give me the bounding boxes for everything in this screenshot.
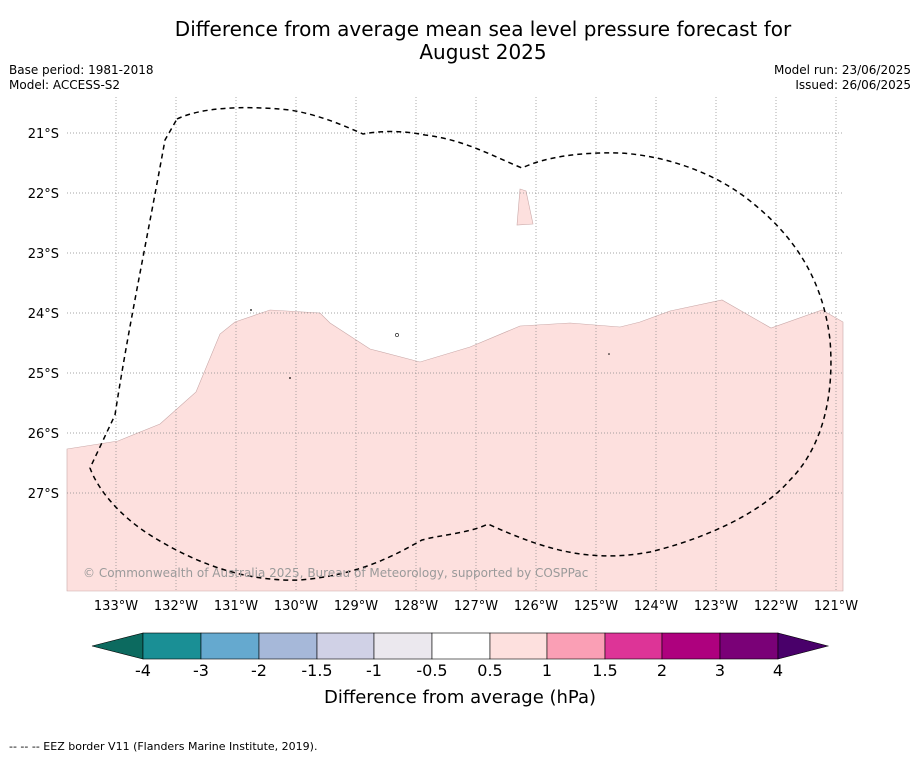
title-line-2: August 2025 — [419, 40, 547, 64]
issued-date: Issued: 26/06/2025 — [795, 78, 911, 92]
longitude-labels: 133°W 132°W 131°W 130°W 129°W 128°W 127°… — [94, 599, 858, 614]
colorbar-tick: 0.5 — [477, 661, 502, 680]
island-marker — [250, 309, 252, 311]
model-run: Model run: 23/06/2025 — [773, 63, 911, 77]
colorbar-tick: 4 — [773, 661, 783, 680]
colorbar-segment — [604, 632, 663, 660]
colorbar-tick: -2 — [251, 661, 267, 680]
colorbar-segment — [200, 632, 260, 660]
colorbar-segment — [373, 632, 433, 660]
lon-label: 122°W — [754, 599, 798, 614]
colorbar-segment — [142, 632, 202, 660]
lon-label: 132°W — [154, 599, 198, 614]
colorbar-segment — [719, 632, 779, 660]
lon-label: 124°W — [634, 599, 678, 614]
latitude-labels: 21°S 22°S 23°S 24°S 25°S 26°S 27°S — [28, 127, 59, 502]
lon-label: 129°W — [334, 599, 378, 614]
colorbar-extend-high — [777, 632, 830, 660]
meta-left: Base period: 1981-2018 Model: ACCESS-S2 — [9, 63, 154, 93]
island-marker — [289, 377, 291, 379]
colorbar-segment — [489, 632, 548, 660]
anomaly-region-island — [516, 188, 534, 226]
lon-label: 130°W — [274, 599, 318, 614]
colorbar-tick: -3 — [193, 661, 209, 680]
colorbar: -4 -3 -2 -1.5 -1 -0.5 0.5 1 1.5 2 3 4 Di… — [91, 632, 830, 708]
island-marker — [608, 353, 610, 355]
colorbar-tick: 1 — [542, 661, 552, 680]
lon-label: 121°W — [814, 599, 858, 614]
colorbar-extend-low — [91, 632, 144, 660]
chart-title: Difference from average mean sea level p… — [0, 18, 919, 64]
lon-label: 131°W — [214, 599, 258, 614]
colorbar-tick: -1 — [366, 661, 382, 680]
title-line-1: Difference from average mean sea level p… — [174, 17, 792, 41]
lon-label: 133°W — [94, 599, 138, 614]
lat-label: 24°S — [28, 307, 59, 322]
base-period: Base period: 1981-2018 — [9, 63, 154, 77]
lat-label: 23°S — [28, 247, 59, 262]
lon-label: 127°W — [454, 599, 498, 614]
lon-label: 126°W — [514, 599, 558, 614]
meta-right: Model run: 23/06/2025 Issued: 26/06/2025 — [774, 63, 911, 93]
lat-label: 26°S — [28, 427, 59, 442]
model-name: Model: ACCESS-S2 — [9, 78, 121, 92]
copyright-notice: © Commonwealth of Australia 2025, Bureau… — [83, 566, 588, 580]
colorbar-segment — [316, 632, 375, 660]
colorbar-segment — [546, 632, 606, 660]
island-marker — [395, 333, 399, 337]
colorbar-segment — [661, 632, 721, 660]
lat-label: 27°S — [28, 487, 59, 502]
colorbar-tick: 2 — [657, 661, 667, 680]
colorbar-tick: 3 — [715, 661, 725, 680]
lat-label: 21°S — [28, 127, 59, 142]
lat-label: 25°S — [28, 367, 59, 382]
colorbar-tick: -1.5 — [301, 661, 332, 680]
colorbar-label: Difference from average (hPa) — [324, 687, 596, 708]
colorbar-segment — [258, 632, 318, 660]
lon-label: 123°W — [694, 599, 738, 614]
eez-border — [89, 106, 832, 581]
colorbar-segment — [431, 632, 491, 660]
colorbar-tick: -4 — [135, 661, 151, 680]
lon-label: 125°W — [574, 599, 618, 614]
eez-footnote: -- -- -- EEZ border V11 (Flanders Marine… — [9, 740, 318, 753]
map-panel: © Commonwealth of Australia 2025, Bureau… — [66, 97, 844, 592]
lon-label: 128°W — [394, 599, 438, 614]
graticule — [67, 97, 843, 591]
colorbar-tick: 1.5 — [592, 661, 617, 680]
lat-label: 22°S — [28, 187, 59, 202]
colorbar-tick: -0.5 — [416, 661, 447, 680]
